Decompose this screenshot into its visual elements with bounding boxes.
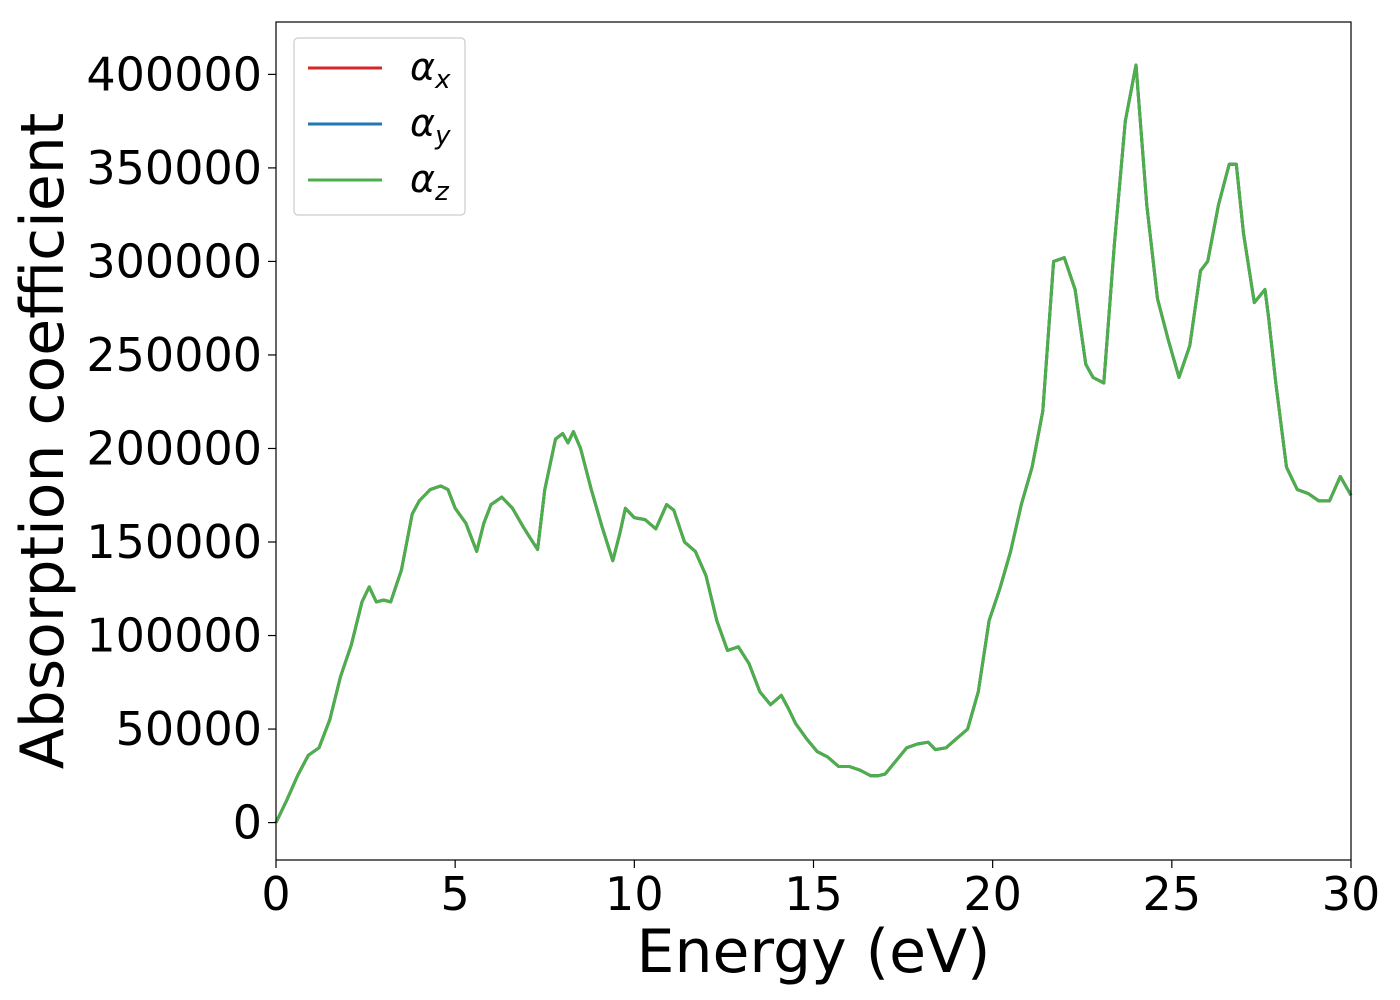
y-tick-label: 350000 <box>86 141 262 195</box>
legend-label-sub: x <box>434 65 451 95</box>
legend-label-y: αy <box>410 101 451 151</box>
y-tick-label: 100000 <box>86 609 262 663</box>
legend-label-base: α <box>410 157 435 201</box>
y-tick-label: 400000 <box>86 47 262 101</box>
plot-lines <box>274 63 1353 824</box>
x-tick-label: 25 <box>1143 867 1202 921</box>
legend-label-sub: y <box>434 121 451 151</box>
legend-label-base: α <box>410 101 435 145</box>
y-tick-label: 200000 <box>86 421 262 475</box>
x-tick-label: 15 <box>784 867 843 921</box>
y-axis-ticks: 0 50000 100000 150000 200000 250000 300000 3500… <box>86 47 276 850</box>
y-tick-label: 0 <box>233 796 262 850</box>
legend-box <box>293 37 466 216</box>
x-axis-ticks: 0 5 10 15 20 25 30 <box>261 860 1380 921</box>
x-axis-title: Energy (eV) <box>637 917 991 987</box>
x-tick-label: 20 <box>963 867 1022 921</box>
x-tick-label: 10 <box>605 867 664 921</box>
legend-label-z: αz <box>410 157 450 207</box>
y-tick-label: 250000 <box>86 328 262 382</box>
x-tick-label: 30 <box>1322 867 1381 921</box>
legend-label-base: α <box>410 45 435 89</box>
series-line-z <box>274 63 1353 824</box>
legend-label-x: αx <box>410 45 451 95</box>
y-tick-label: 50000 <box>116 702 262 756</box>
y-axis-title: Absorption coefficient <box>8 113 78 770</box>
x-tick-label: 5 <box>441 867 470 921</box>
y-tick-label: 150000 <box>86 515 262 569</box>
legend-label-sub: z <box>434 177 450 207</box>
y-tick-label: 300000 <box>86 234 262 288</box>
x-tick-label: 0 <box>261 867 290 921</box>
